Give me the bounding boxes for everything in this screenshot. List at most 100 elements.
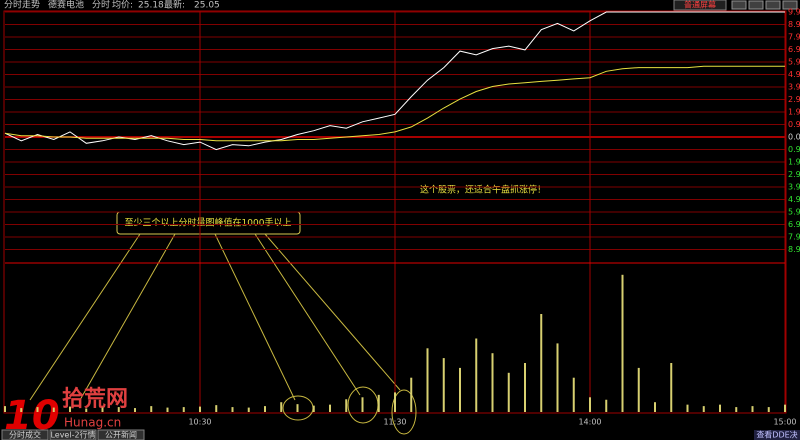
y-tick-label: 2.97 xyxy=(788,170,800,179)
volume-bar xyxy=(654,402,656,412)
corner-button[interactable] xyxy=(754,430,800,440)
watermark-name: 拾荒网 xyxy=(62,386,128,412)
y-tick-label: 8.91 xyxy=(788,245,800,254)
volume-bar xyxy=(247,407,250,412)
tab-label[interactable]: 分时成交 xyxy=(9,430,41,440)
last-value: 25.05 xyxy=(194,1,220,11)
y-tick-label: 6.93 xyxy=(788,45,800,54)
volume-bar xyxy=(442,358,445,412)
volume-bar xyxy=(556,343,559,412)
y-tick-label: 3.96 xyxy=(788,183,800,192)
y-tick-label: 9.9 xyxy=(788,8,800,17)
volume-bar xyxy=(719,404,721,412)
volume-bar xyxy=(264,406,266,412)
volume-bar xyxy=(52,407,55,412)
x-tick-label: 14:00 xyxy=(578,418,601,427)
corner-label[interactable]: 查看DDE决 xyxy=(756,430,797,440)
volume-bar xyxy=(101,407,104,412)
volume-bar xyxy=(345,399,348,412)
volume-bar xyxy=(117,407,120,412)
volume-bar xyxy=(767,407,770,412)
volume-bar xyxy=(296,404,299,412)
volume-bar xyxy=(182,407,185,412)
volume-bar xyxy=(4,406,6,412)
y-tick-label: 2.97 xyxy=(788,95,800,104)
y-tick-label: 1.98 xyxy=(788,108,800,117)
volume-bar xyxy=(784,404,786,412)
volume-bar xyxy=(605,399,608,412)
volume-bar xyxy=(361,397,364,412)
volume-bar xyxy=(540,314,543,412)
screen-button[interactable] xyxy=(673,0,727,11)
icon-button[interactable] xyxy=(782,0,798,10)
volume-bar xyxy=(377,394,380,412)
last-label: 最新: xyxy=(164,0,185,11)
y-tick-label: 7.92 xyxy=(788,33,800,42)
volume-bar xyxy=(280,402,283,412)
y-tick-label: 1.98 xyxy=(788,158,800,167)
volume-bar xyxy=(329,404,331,412)
price-line xyxy=(4,65,785,142)
volume-bar xyxy=(507,372,510,412)
volume-bar xyxy=(166,407,169,412)
tab-label[interactable]: 公开新闻 xyxy=(105,430,137,440)
y-tick-label: 4.95 xyxy=(788,195,800,204)
volume-bar xyxy=(199,406,201,412)
y-tick-label: 3.96 xyxy=(788,83,800,92)
volume-bar xyxy=(637,367,640,412)
volume-bar xyxy=(475,338,478,412)
y-tick-label: 0.99 xyxy=(788,145,800,154)
y-tick-label: 0.00 xyxy=(788,133,800,142)
volume-bar xyxy=(524,363,526,412)
volume-bar xyxy=(215,405,218,412)
x-tick-label: 15:00 xyxy=(773,418,796,427)
volume-bar xyxy=(459,367,461,412)
volume-bar xyxy=(69,406,71,412)
volume-bar xyxy=(426,348,429,412)
volume-bar xyxy=(491,353,494,412)
icon-button[interactable] xyxy=(765,0,781,10)
avg-label: 均价: xyxy=(112,0,133,11)
y-tick-label: 5.94 xyxy=(788,208,800,217)
volume-bar xyxy=(20,408,23,412)
volume-bar xyxy=(36,407,39,412)
volume-bar xyxy=(150,406,153,412)
mode: 分时 xyxy=(92,0,110,11)
volume-bar xyxy=(572,377,575,412)
tab[interactable] xyxy=(1,429,49,440)
volume-bar xyxy=(589,397,591,412)
annotation: 至少三个以上分时量图峰值在1000手以上 xyxy=(125,217,292,229)
screen-button-label[interactable]: 普通屏幕 xyxy=(684,0,716,10)
tab[interactable] xyxy=(49,429,97,440)
stock-name: 德赛电池 xyxy=(48,0,84,11)
icon-button[interactable] xyxy=(731,0,747,10)
avg-value: 25.18 xyxy=(138,1,164,11)
tab-label[interactable]: Level-2行情 xyxy=(50,430,95,440)
y-tick-label: 0.99 xyxy=(788,120,800,129)
volume-bar xyxy=(312,405,315,412)
volume-bar xyxy=(735,407,738,412)
y-tick-label: 4.95 xyxy=(788,70,800,79)
volume-bar xyxy=(231,407,234,412)
volume-bar xyxy=(702,406,705,412)
y-tick-label: 6.93 xyxy=(788,220,800,229)
volume-bar xyxy=(751,406,754,412)
price-line xyxy=(4,11,785,151)
icon-button[interactable] xyxy=(748,0,764,10)
volume-bar xyxy=(670,363,673,412)
volume-bar xyxy=(134,408,136,412)
title: 分时走势 xyxy=(4,0,40,11)
volume-bar xyxy=(686,404,689,412)
y-tick-label: 7.92 xyxy=(788,233,800,242)
volume-bar xyxy=(394,392,396,412)
y-tick-label: 5.94 xyxy=(788,58,800,67)
tab[interactable] xyxy=(97,429,145,440)
watermark-site: Hunag.cn xyxy=(64,416,121,430)
y-tick-label: 8.91 xyxy=(788,20,800,29)
x-tick-label: 10:30 xyxy=(188,418,211,427)
volume-bar xyxy=(85,408,88,412)
x-tick-label: 11:30 xyxy=(383,418,406,427)
